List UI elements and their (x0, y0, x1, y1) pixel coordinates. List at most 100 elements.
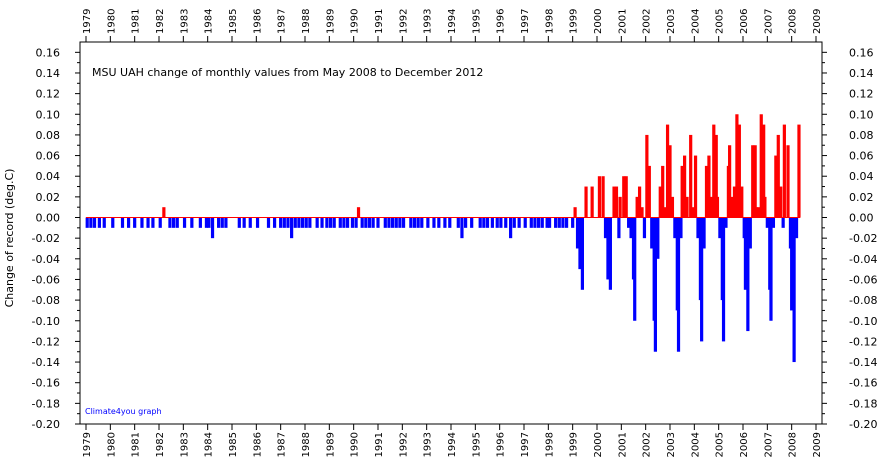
y-tick-label-right: -0.02 (849, 232, 877, 245)
bar-positive (683, 155, 687, 218)
bar-negative (650, 217, 654, 249)
bar-negative (111, 217, 115, 228)
bar-positive (735, 114, 739, 218)
bar-positive (622, 176, 626, 218)
bar-negative (633, 217, 637, 321)
y-tick-label-right: 0.02 (849, 191, 874, 204)
bar-positive (715, 196, 720, 218)
x-tick-label-top: 1981 (131, 9, 142, 34)
bar-negative (350, 217, 355, 228)
bar-negative (490, 217, 494, 228)
bar-positive (774, 155, 778, 218)
x-tick-label-top: 1988 (301, 9, 312, 34)
bar-negative (437, 217, 441, 228)
bar-positive (754, 207, 758, 218)
bar-positive (759, 114, 763, 218)
bar-negative (464, 217, 468, 228)
bar-positive (356, 207, 361, 218)
y-tick-label-right: -0.14 (849, 356, 877, 369)
bar-negative (771, 217, 776, 228)
x-tick-label-top: 1985 (228, 9, 239, 34)
bar-negative (673, 217, 677, 239)
bar-negative (547, 217, 552, 228)
y-tick-label-right: 0.08 (849, 129, 874, 142)
x-tick-label-top: 1982 (155, 9, 166, 34)
bar-negative (272, 217, 277, 228)
y-tick-label-left: 0.10 (36, 108, 61, 121)
bar-negative (746, 217, 750, 332)
bar-negative (204, 217, 209, 228)
bar-negative (182, 217, 187, 228)
bar-positive (763, 196, 767, 218)
x-tick-label-bottom: 2000 (593, 432, 604, 457)
x-tick-label-bottom: 1988 (301, 432, 312, 457)
bar-positive (658, 186, 662, 218)
bar-negative (97, 217, 101, 228)
bar-negative (304, 217, 308, 228)
bar-negative (448, 217, 452, 228)
y-tick-label-right: 0.00 (849, 212, 874, 225)
bar-negative (470, 217, 474, 228)
bar-positive (753, 145, 757, 218)
bar-negative (495, 217, 499, 228)
y-tick-label-left: -0.06 (32, 273, 60, 286)
bar-negative (653, 217, 657, 352)
bar-negative (293, 217, 297, 228)
x-tick-label-top: 2005 (715, 9, 726, 34)
bar-negative (608, 217, 612, 290)
bar-negative (794, 217, 799, 239)
bar-positive (751, 145, 755, 218)
bar-negative (696, 217, 700, 239)
x-tick-label-bottom: 2009 (812, 432, 823, 457)
y-tick-label-left: -0.20 (32, 418, 60, 431)
y-tick-label-left: 0.04 (36, 170, 61, 183)
x-tick-label-bottom: 1984 (204, 432, 215, 457)
bar-negative (151, 217, 155, 228)
y-tick-label-left: 0.06 (36, 150, 61, 163)
bar-negative (748, 217, 752, 249)
bar-negative (554, 217, 558, 228)
x-tick-label-bottom: 1987 (277, 432, 288, 457)
bar-negative (557, 217, 561, 228)
y-tick-label-right: 0.10 (849, 108, 874, 121)
bar-negative (426, 217, 430, 228)
bar-negative (360, 217, 364, 228)
bar-negative (290, 217, 294, 239)
x-tick-label-bottom: 1982 (155, 432, 166, 457)
bar-negative (387, 217, 391, 228)
bar-negative (603, 217, 608, 239)
bar-negative (89, 217, 93, 228)
y-tick-label-left: 0.14 (36, 67, 61, 80)
x-tick-label-bottom: 1997 (520, 432, 531, 457)
x-tick-label-top: 1991 (374, 9, 385, 34)
x-tick-label-top: 2009 (812, 9, 823, 34)
bar-negative (517, 217, 521, 228)
bar-positive (573, 207, 577, 218)
bar-negative (702, 217, 706, 249)
y-tick-label-right: 0.06 (849, 150, 874, 163)
bar-negative (718, 217, 722, 239)
bar-positive (162, 207, 166, 218)
bar-negative (676, 217, 681, 352)
bar-negative (512, 217, 516, 228)
bar-negative (364, 217, 368, 228)
x-tick-label-bottom: 1991 (374, 432, 385, 457)
bar-negative (416, 217, 420, 228)
bar-negative (190, 217, 194, 228)
chart-title: MSU UAH change of monthly values from Ma… (92, 66, 483, 79)
bar-negative (320, 217, 324, 228)
bar-negative (338, 217, 342, 228)
bar-negative (656, 217, 660, 259)
bar-negative (627, 217, 631, 228)
bar-positive (584, 186, 588, 218)
bar-negative (300, 217, 305, 228)
bar-negative (765, 217, 769, 228)
bar-positive (737, 124, 741, 218)
bar-negative (540, 217, 544, 228)
x-tick-label-top: 1993 (423, 9, 434, 34)
bar-negative (606, 217, 610, 280)
bar-positive (640, 207, 644, 218)
bar-positive (597, 176, 602, 218)
bar-negative (580, 217, 584, 290)
bar-negative (248, 217, 252, 228)
